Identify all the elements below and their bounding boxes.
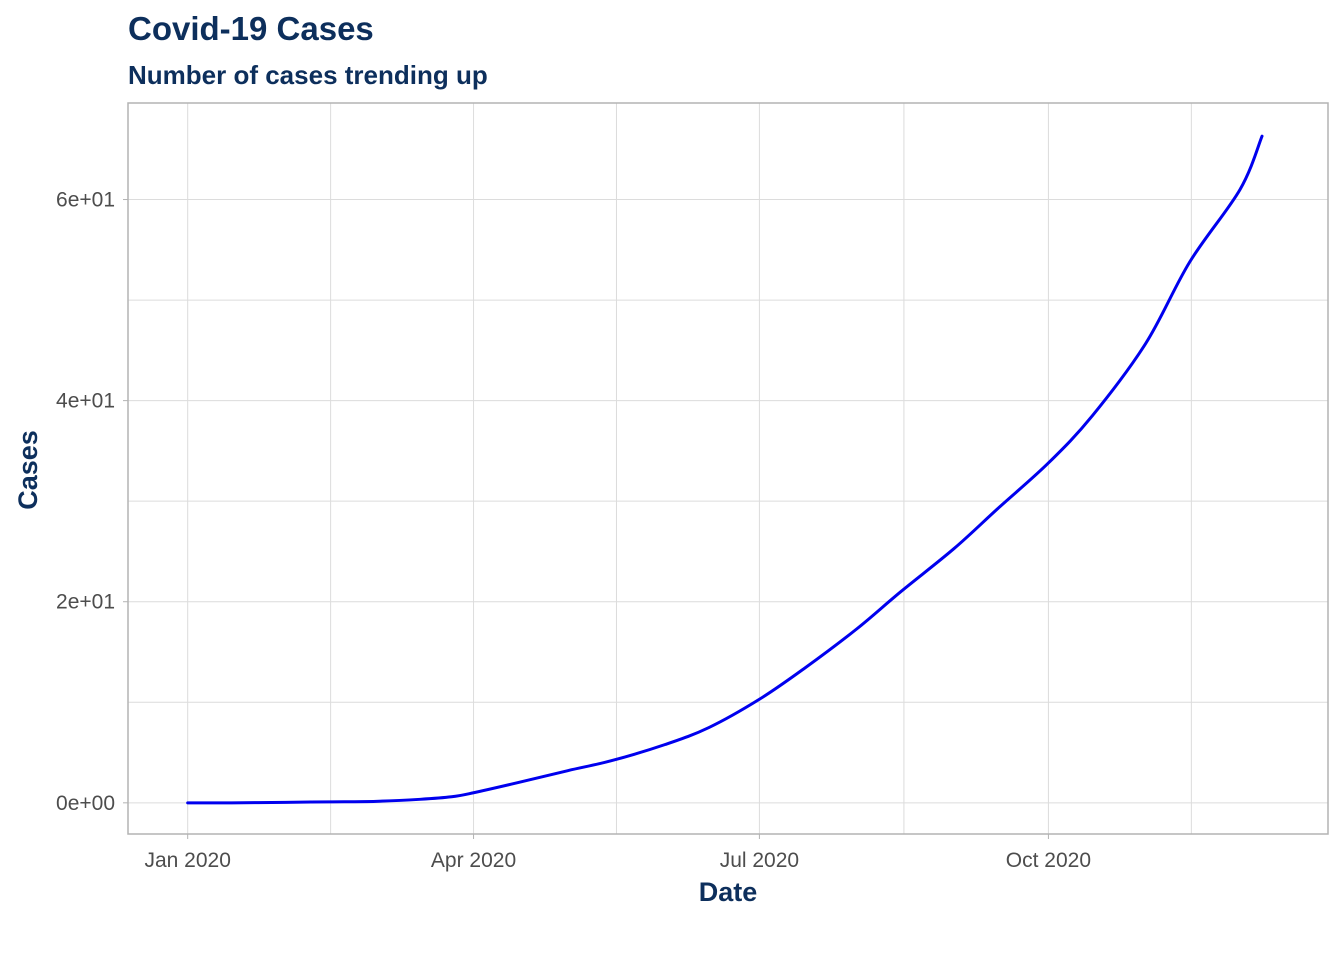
y-tick-label: 4e+01: [56, 390, 115, 413]
panel-border: [127, 102, 1329, 835]
grid-lines: [128, 103, 1328, 834]
x-axis-title: Date: [699, 877, 758, 907]
y-axis-title: Cases: [13, 430, 43, 510]
y-tick-label: 0e+00: [56, 792, 115, 815]
x-axis-ticks: Jan 2020 Apr 2020 Jul 2020 Oct 2020: [144, 834, 1091, 872]
series-layer: [186, 134, 1264, 805]
chart-subtitle: Number of cases trending up: [128, 60, 488, 90]
y-tick-label: 2e+01: [56, 591, 115, 614]
x-tick-label: Apr 2020: [431, 849, 516, 872]
y-tick-label: 6e+01: [56, 189, 115, 212]
x-tick-label: Jan 2020: [144, 849, 230, 872]
x-tick-label: Oct 2020: [1006, 849, 1091, 872]
chart-title: Covid-19 Cases: [128, 10, 374, 47]
cases-series-line: [186, 134, 1264, 805]
x-tick-label: Jul 2020: [720, 849, 799, 872]
y-axis-ticks: 0e+00 2e+01 4e+01 6e+01: [56, 189, 128, 815]
